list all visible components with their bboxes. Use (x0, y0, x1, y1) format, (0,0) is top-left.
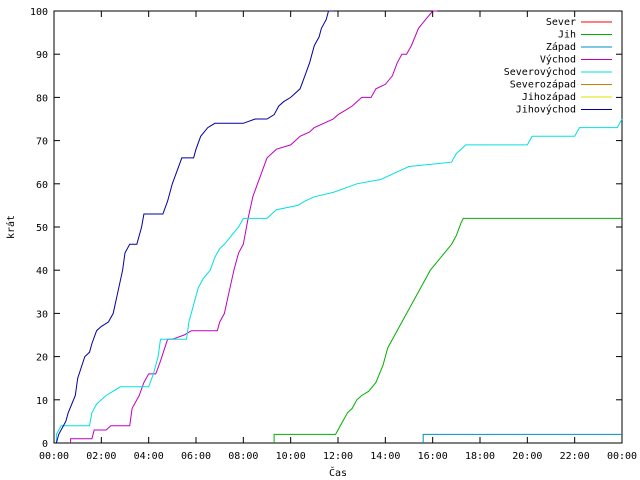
y-tick-label: 0 (42, 439, 48, 450)
legend-label: Východ (540, 54, 576, 66)
x-tick-label: 16:00 (418, 451, 448, 462)
y-tick-label: 100 (30, 7, 48, 18)
x-tick-label: 08:00 (228, 451, 258, 462)
legend: Sever JihZápadVýchodSeverovýchodSeverozáp… (504, 17, 612, 116)
y-tick-label: 50 (36, 223, 48, 234)
legend-label: Sever (546, 17, 576, 28)
y-tick-label: 30 (36, 309, 48, 320)
x-axis-label: Čas (329, 466, 347, 479)
legend-label: Jihozápad (522, 91, 576, 103)
legend-label: Jihovýchod (516, 104, 576, 116)
y-tick-label: 90 (36, 50, 48, 61)
x-tick-label: 06:00 (181, 451, 211, 462)
y-tick-label: 40 (36, 266, 48, 277)
legend-label: Jih (558, 30, 576, 41)
series-line (422, 433, 622, 443)
x-tick-label: 00:00 (607, 451, 637, 462)
y-tick-label: 60 (36, 180, 48, 191)
y-axis-label: krát (5, 215, 17, 239)
legend-label: Západ (546, 41, 576, 53)
y-tick-label: 80 (36, 93, 48, 104)
legend-label: Severozápad (510, 79, 576, 91)
y-tick-label: 20 (36, 353, 48, 364)
x-tick-label: 04:00 (134, 451, 164, 462)
axes-layer: 0 10 20 30 40 50 60 70 80 90 100 00:00 02:00 04:00 06:… (30, 7, 637, 462)
legend-label: Severovýchod (504, 66, 576, 78)
x-tick-label: 00:00 (39, 451, 69, 462)
series-layer (55, 10, 623, 444)
x-tick-label: 20:00 (512, 451, 542, 462)
x-tick-label: 14:00 (370, 451, 400, 462)
series-line (55, 118, 623, 443)
x-tick-label: 02:00 (86, 451, 116, 462)
y-tick-label: 70 (36, 137, 48, 148)
series-line (55, 10, 334, 444)
x-tick-label: 12:00 (323, 451, 353, 462)
series-line (70, 10, 438, 443)
x-tick-label: 10:00 (276, 451, 306, 462)
x-tick-label: 22:00 (560, 451, 590, 462)
x-tick-label: 18:00 (465, 451, 495, 462)
series-line (273, 217, 622, 443)
y-tick-label: 10 (36, 396, 48, 407)
